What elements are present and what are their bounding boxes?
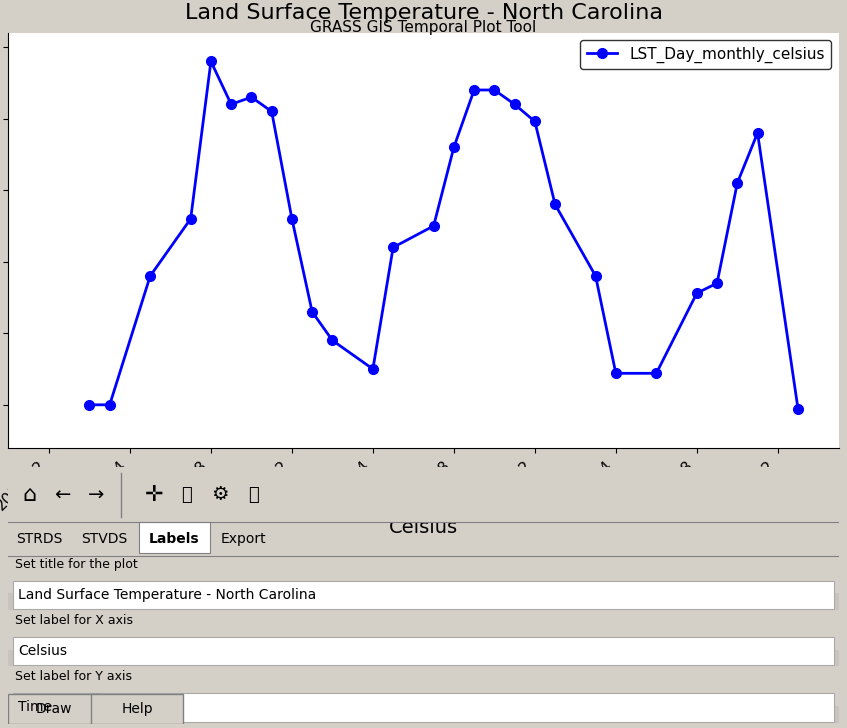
FancyBboxPatch shape xyxy=(13,637,834,665)
Text: ✛: ✛ xyxy=(145,485,163,505)
Text: STRDS: STRDS xyxy=(16,532,63,546)
FancyBboxPatch shape xyxy=(139,523,210,553)
Text: 💾: 💾 xyxy=(248,486,258,504)
Text: Set title for the plot: Set title for the plot xyxy=(15,558,138,571)
Text: Celsius: Celsius xyxy=(19,644,68,658)
Text: Labels: Labels xyxy=(149,532,200,546)
Title: Land Surface Temperature - North Carolina: Land Surface Temperature - North Carolin… xyxy=(185,3,662,23)
Text: 🔍: 🔍 xyxy=(181,486,192,504)
FancyBboxPatch shape xyxy=(8,467,839,523)
FancyBboxPatch shape xyxy=(91,694,183,724)
Text: ⌂: ⌂ xyxy=(22,485,36,505)
Text: STVDS: STVDS xyxy=(80,532,127,546)
Text: Export: Export xyxy=(220,532,266,546)
FancyBboxPatch shape xyxy=(8,694,100,724)
X-axis label: Celsius: Celsius xyxy=(389,518,458,537)
Text: Draw: Draw xyxy=(36,702,72,716)
Text: Set label for Y axis: Set label for Y axis xyxy=(15,670,132,683)
FancyBboxPatch shape xyxy=(8,706,839,723)
Text: →: → xyxy=(87,486,104,505)
Text: Set label for X axis: Set label for X axis xyxy=(15,614,133,627)
Text: Time: Time xyxy=(19,700,53,714)
Text: Land Surface Temperature - North Carolina: Land Surface Temperature - North Carolin… xyxy=(19,588,317,602)
Text: ←: ← xyxy=(54,486,70,505)
FancyBboxPatch shape xyxy=(8,593,839,610)
FancyBboxPatch shape xyxy=(13,581,834,609)
Text: GRASS GIS Temporal Plot Tool: GRASS GIS Temporal Plot Tool xyxy=(310,20,537,35)
Text: ⚙: ⚙ xyxy=(212,486,229,505)
FancyBboxPatch shape xyxy=(8,649,839,666)
Legend: LST_Day_monthly_celsius: LST_Day_monthly_celsius xyxy=(580,40,831,69)
FancyBboxPatch shape xyxy=(13,693,834,721)
Text: Help: Help xyxy=(121,702,153,716)
